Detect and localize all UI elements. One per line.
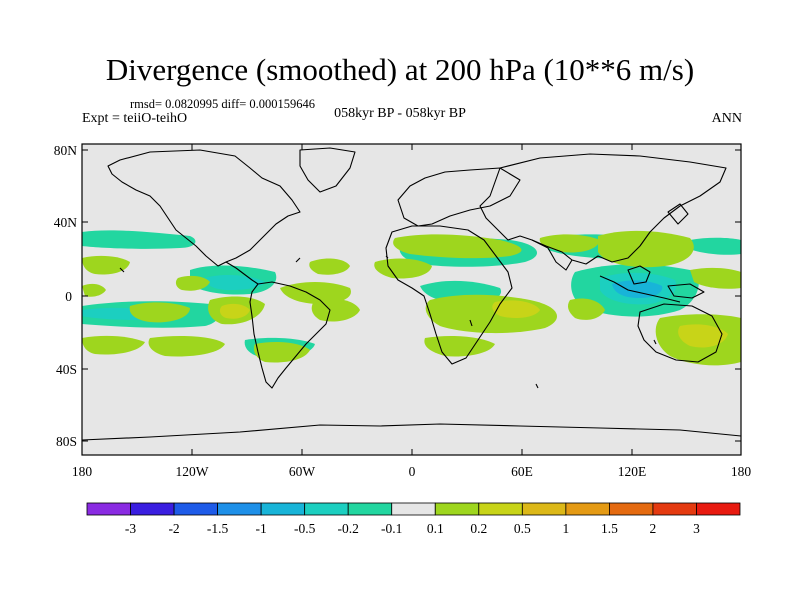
neg-region: [690, 237, 741, 255]
colorbar-swatch: [86, 502, 131, 516]
colorbar-label: -3: [125, 521, 136, 536]
pos-region: [690, 267, 741, 289]
coast-australia: [637, 303, 723, 363]
pos-region: [219, 303, 250, 319]
lon-tick-label: 180: [731, 464, 752, 479]
colorbar-swatch: [130, 502, 175, 516]
pos-region: [82, 335, 145, 355]
colorbar-label: 1: [562, 521, 569, 536]
colorbar-label: 2: [650, 521, 657, 536]
pos-region: [374, 258, 432, 279]
coast-indonesia: [599, 275, 681, 303]
pos-region: [567, 298, 605, 320]
coast-europe: [397, 167, 521, 227]
colorbar-swatch: [609, 502, 654, 516]
pos-region: [175, 275, 210, 291]
lat-tick-label: 40N: [54, 215, 78, 230]
coast-greenland: [299, 147, 356, 193]
period-label: 058kyr BP - 058kyr BP: [334, 106, 466, 121]
lat-tick-label: 80N: [54, 143, 78, 158]
map-title: Divergence (smoothed) at 200 hPa (10**6 …: [105, 52, 695, 87]
axis-ticks: [81, 144, 742, 455]
coast-antarctica: [82, 423, 741, 441]
coast-borneo: [627, 265, 651, 285]
season-label: ANN: [711, 111, 742, 126]
coastlines: [82, 147, 741, 441]
pos-region: [253, 342, 310, 363]
colorbar-swatch: [478, 502, 523, 516]
neg-region: [82, 230, 196, 249]
lat-tick-label: 80S: [56, 434, 77, 449]
colorbar-label: 1.5: [601, 521, 618, 536]
coast-africa: [385, 225, 513, 365]
coast-south-america: [249, 281, 331, 389]
colorbar-label: 3: [693, 521, 700, 536]
pos-region: [598, 230, 694, 268]
lat-tick-label: 0: [65, 289, 72, 304]
stats-label: rmsd= 0.0820995 diff= 0.000159646: [130, 97, 316, 111]
lon-labels: 180 120W 60W 0 60E 120E 180: [72, 464, 752, 479]
lat-tick-label: 40S: [56, 362, 77, 377]
coast-new-guinea: [667, 283, 705, 299]
colorbar-label: -0.2: [338, 521, 359, 536]
lon-tick-label: 0: [409, 464, 416, 479]
colorbar-swatch: [521, 502, 567, 516]
colorbar-swatch: [652, 502, 697, 516]
colorbar-swatch: [434, 502, 480, 516]
pos-region: [82, 283, 106, 297]
colorbar-label: 0.5: [514, 521, 531, 536]
pos-region: [309, 258, 350, 275]
pos-region: [678, 324, 728, 348]
colorbar-label: -1: [256, 521, 267, 536]
colorbar-label: -0.1: [381, 521, 402, 536]
lon-tick-label: 180: [72, 464, 93, 479]
colorbar-swatch: [304, 502, 349, 516]
lat-labels: 80N 40N 0 40S 80S: [54, 143, 78, 449]
coast-india: [531, 239, 573, 271]
colorbar: -3 -2 -1.5 -1 -0.5 -0.2 -0.1 0.1 0.2 0.5 1 1.5 2 3: [86, 502, 741, 536]
colorbar-label: -1.5: [207, 521, 229, 536]
neg-region: [612, 280, 663, 298]
coast-japan: [667, 203, 689, 225]
colorbar-swatch: [217, 502, 262, 516]
colorbar-label: 0.2: [470, 521, 487, 536]
colorbar-label: -2: [168, 521, 179, 536]
colorbar-swatch: [173, 502, 218, 516]
colorbar-swatch: [696, 502, 741, 516]
pos-region: [492, 300, 540, 318]
colorbar-label: -0.5: [294, 521, 316, 536]
coast-asia: [479, 153, 727, 265]
colorbar-swatch: [391, 502, 436, 516]
coast-central-america: [225, 261, 259, 285]
coast-islands: [119, 255, 657, 389]
lon-tick-label: 120W: [176, 464, 209, 479]
pos-region: [539, 234, 600, 253]
lon-tick-label: 60E: [511, 464, 533, 479]
pos-region: [280, 282, 351, 304]
lon-tick-label: 120E: [618, 464, 647, 479]
colorbar-label: 0.1: [427, 521, 444, 536]
pos-region: [148, 336, 225, 357]
colorbar-swatch: [260, 502, 306, 516]
pos-region: [129, 302, 190, 323]
lon-tick-label: 60W: [289, 464, 316, 479]
coast-north-america: [107, 149, 301, 267]
colorbar-swatch: [347, 502, 393, 516]
pos-region: [393, 234, 522, 259]
experiment-label: Expt = teiiO-teihO: [82, 111, 188, 126]
pos-region: [82, 255, 130, 275]
colorbar-swatch: [565, 502, 610, 516]
